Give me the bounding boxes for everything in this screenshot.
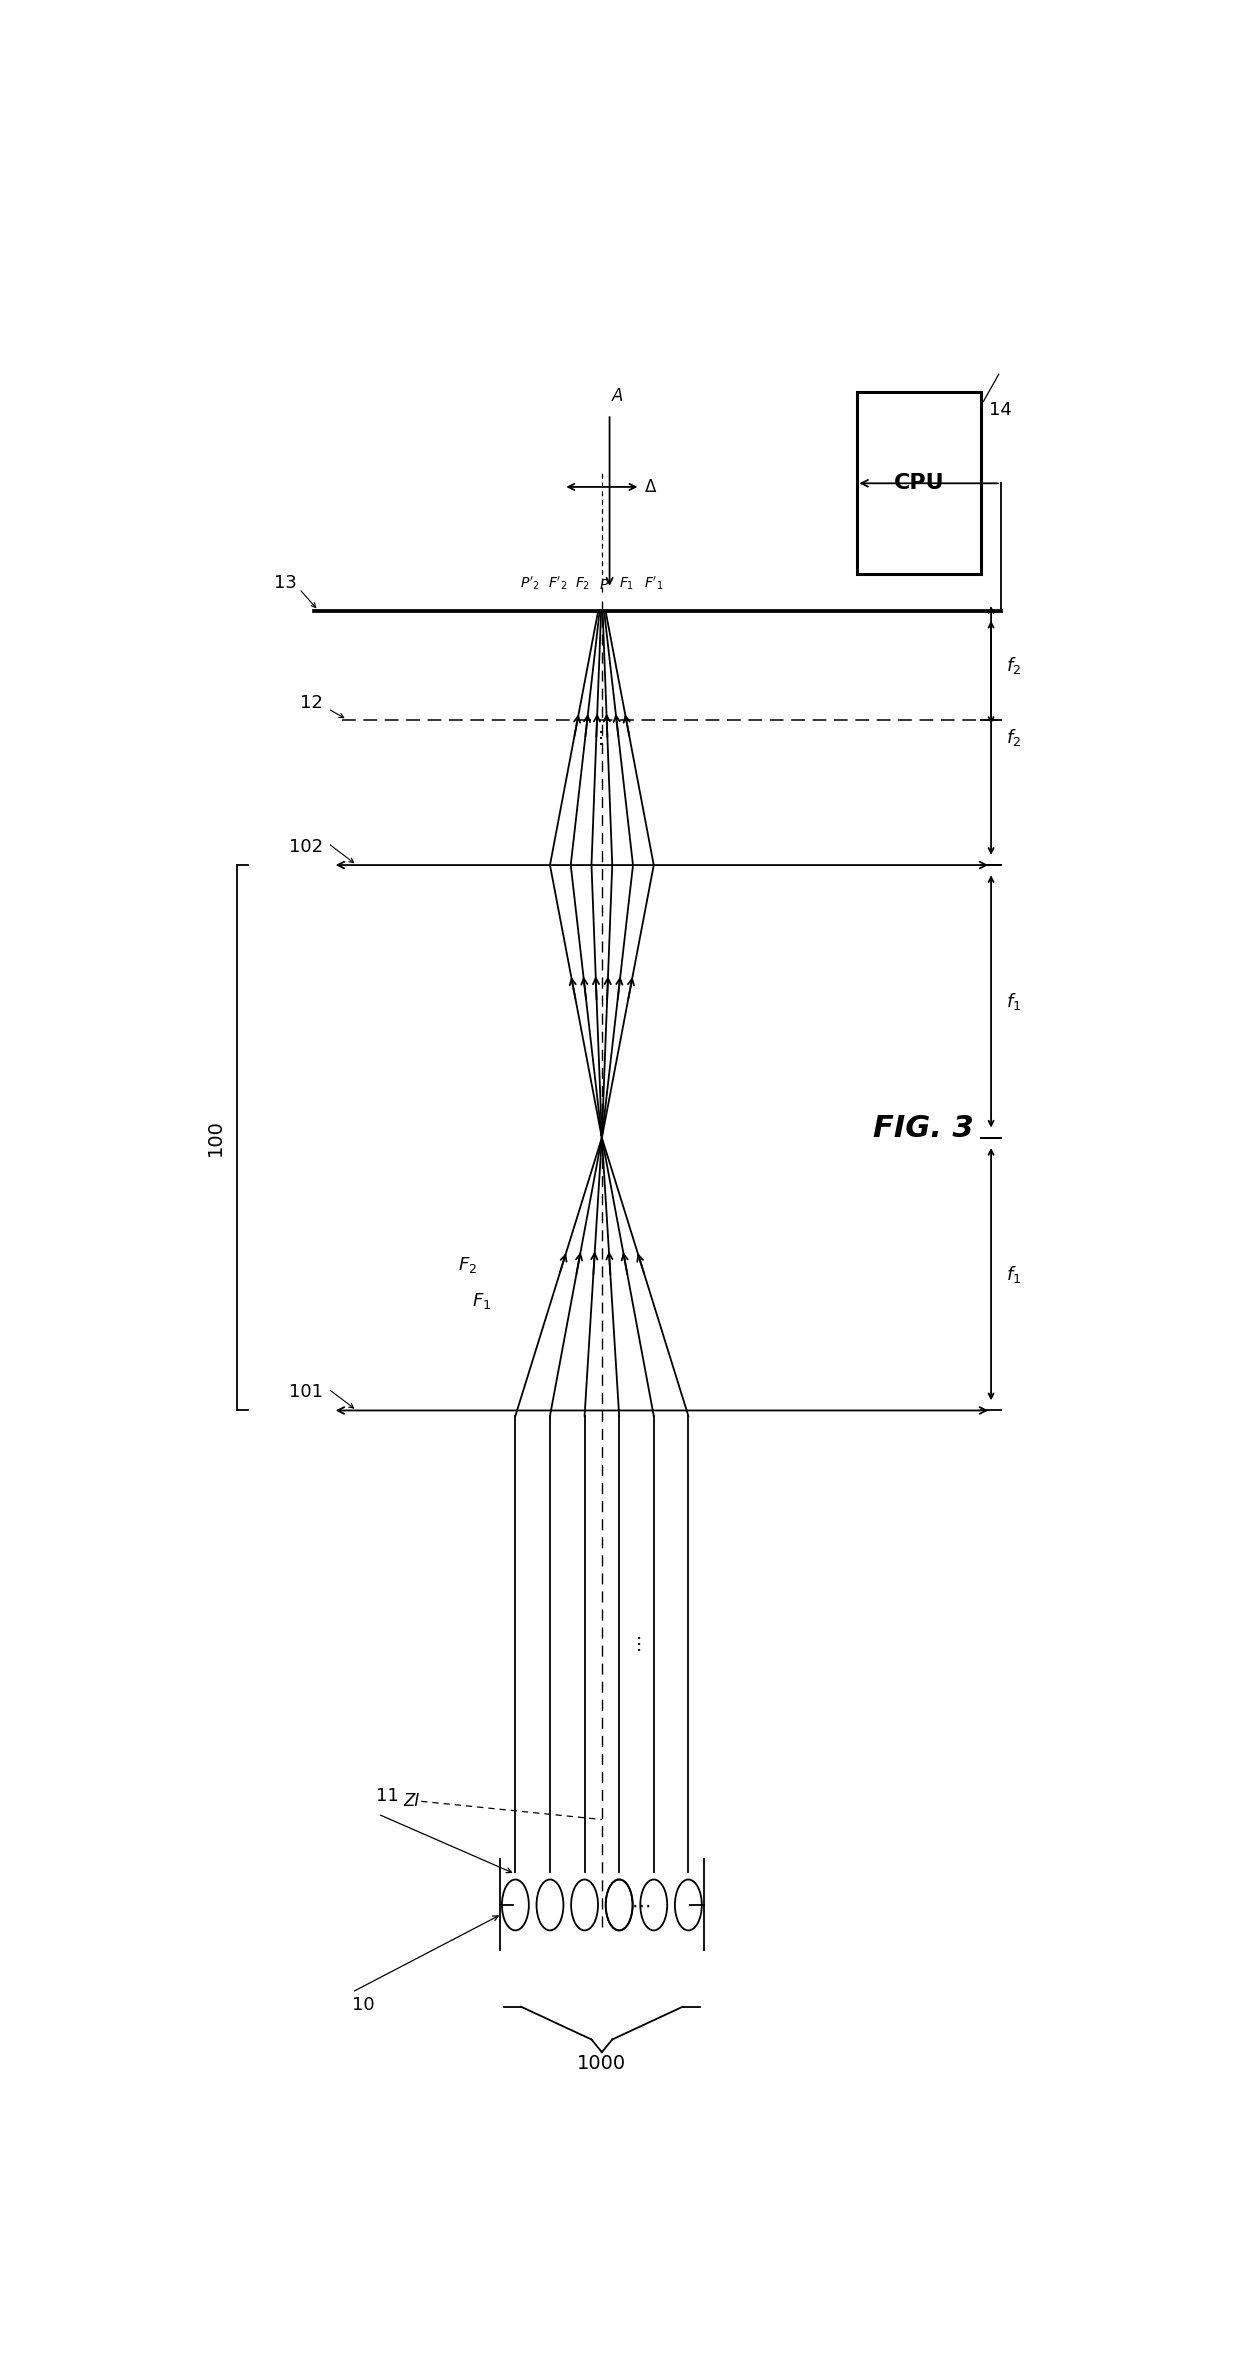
Text: 12: 12 (300, 694, 324, 713)
Text: CPU: CPU (894, 472, 945, 493)
Text: 14: 14 (990, 401, 1012, 420)
Text: $f_1$: $f_1$ (1007, 992, 1022, 1013)
Text: 10: 10 (352, 1995, 374, 2014)
Text: $F_2$: $F_2$ (458, 1256, 477, 1275)
Text: ZI: ZI (403, 1792, 419, 1811)
Text: 100: 100 (206, 1119, 226, 1157)
Text: $F_1$: $F_1$ (619, 576, 635, 593)
Text: FIG. 3: FIG. 3 (873, 1114, 975, 1143)
Text: $f_2$: $f_2$ (1007, 727, 1022, 748)
Text: $F'_1$: $F'_1$ (644, 574, 663, 593)
Text: 11: 11 (376, 1787, 399, 1804)
Text: 1000: 1000 (578, 2054, 626, 2073)
Text: $\cdots$: $\cdots$ (593, 730, 611, 746)
Text: $\cdots$: $\cdots$ (631, 1896, 650, 1915)
Text: $F_2$: $F_2$ (575, 576, 590, 593)
Text: $\Delta$: $\Delta$ (644, 477, 657, 496)
Text: 13: 13 (274, 574, 298, 593)
Text: $\cdots$: $\cdots$ (631, 1636, 650, 1653)
Text: $F'_2$: $F'_2$ (548, 574, 568, 593)
Text: $f_1$: $f_1$ (1007, 1263, 1022, 1284)
Text: $F_1$: $F_1$ (472, 1291, 491, 1310)
Text: $f_2$: $f_2$ (1007, 654, 1022, 675)
Bar (857, 392, 982, 574)
Text: $P'_2$: $P'_2$ (520, 574, 539, 593)
Text: $P$: $P$ (599, 578, 609, 593)
Text: $\cdots$: $\cdots$ (593, 1119, 611, 1138)
Text: 102: 102 (289, 838, 324, 857)
Text: 101: 101 (289, 1384, 324, 1402)
Text: $A$: $A$ (611, 387, 625, 406)
